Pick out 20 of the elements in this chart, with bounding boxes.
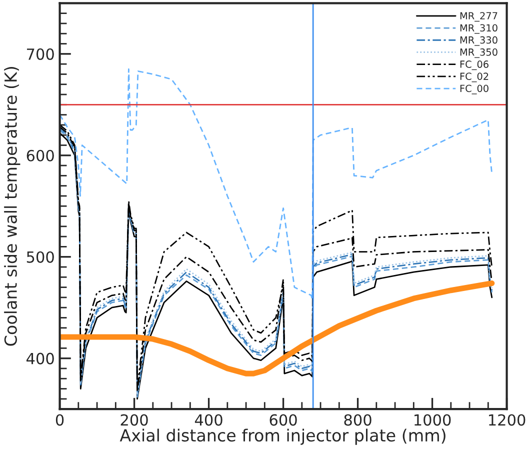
x-tick-label: 1200: [489, 414, 526, 426]
y-tick-label: 700: [27, 48, 54, 60]
legend-label: MR_350: [460, 48, 498, 58]
x-tick-label: 800: [344, 414, 372, 426]
legend-label: MR_330: [460, 36, 498, 46]
legend-label: FC_06: [460, 60, 488, 70]
legend-label: MR_277: [460, 12, 498, 22]
x-tick-label: 400: [194, 414, 222, 426]
x-tick-label: 200: [120, 414, 148, 426]
x-tick-label: 0: [56, 414, 64, 426]
legend-label: MR_310: [460, 24, 498, 34]
x-axis-title: Axial distance from injector plate (mm): [120, 428, 446, 445]
y-tick-label: 400: [26, 352, 54, 364]
y-tick-label: 500: [26, 251, 54, 263]
y-axis-title: Coolant side wall temperature (K): [4, 66, 20, 346]
x-tick-label: 600: [270, 414, 297, 426]
x-tick-label: 1000: [414, 414, 451, 426]
y-tick-label: 600: [26, 150, 54, 162]
legend-label: FC_00: [460, 84, 488, 94]
legend-label: FC_02: [460, 72, 488, 82]
